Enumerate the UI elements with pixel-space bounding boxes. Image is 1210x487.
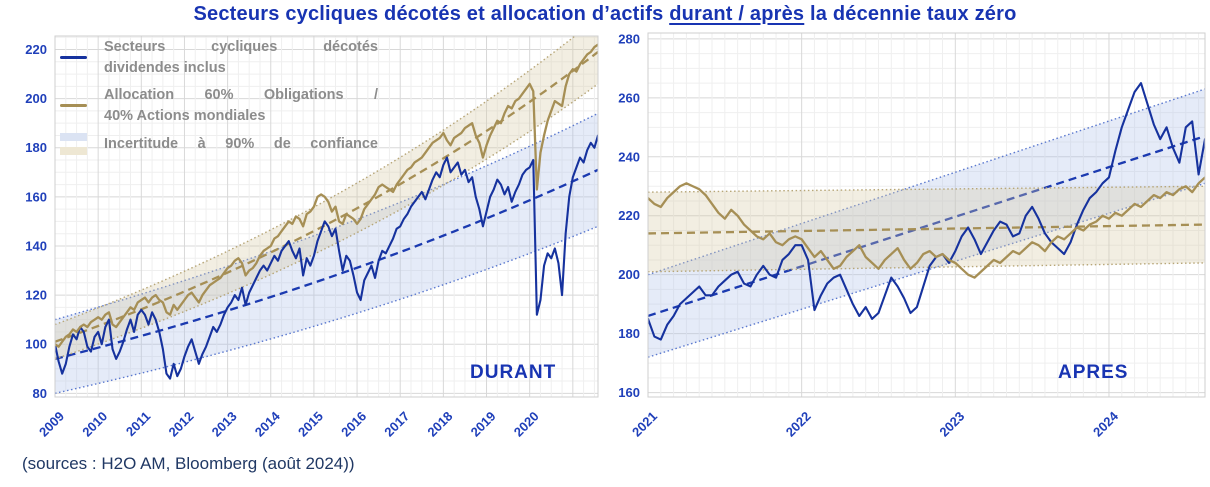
svg-text:220: 220 [618,208,640,223]
title-suffix: la décennie taux zéro [804,3,1017,25]
gold-line-swatch-icon [60,103,104,108]
svg-text:2023: 2023 [936,409,967,440]
svg-text:240: 240 [618,149,640,164]
legend-item-allocation: Allocation 60% Obligations / 40% Actions… [60,85,378,126]
legend-text: Incertitude à 90% de confiance [104,136,378,153]
svg-text:140: 140 [25,238,47,253]
svg-text:260: 260 [618,90,640,105]
band-incertitude-90-allocation [648,185,1205,273]
svg-text:280: 280 [618,31,640,46]
y-axis-ticks: 160 180 200 220 240 260 280 [618,31,640,400]
svg-text:220: 220 [25,42,47,57]
confidence-band-swatch-icon [60,133,104,156]
legend-label-allocation: Allocation 60% Obligations / 40% Actions… [104,85,378,126]
x-axis-ticks: 2009 2010 2011 2012 2013 2014 2015 2016 2017 2018… [36,408,542,440]
series-allocation-60-40 [55,43,598,348]
svg-text:2019: 2019 [468,409,499,440]
blue-line-swatch-icon [60,55,104,60]
svg-text:2014: 2014 [252,408,284,440]
grid [54,36,598,397]
svg-text:160: 160 [25,189,47,204]
legend-label-secteurs: Secteurs cycliques décotés dividendes in… [104,37,378,78]
svg-text:180: 180 [25,140,47,155]
svg-text:2022: 2022 [783,409,814,440]
source-note: (sources : H2O AM, Bloomberg (août 2024)… [22,454,355,473]
panel-apres: 160 180 200 220 240 260 280 2021 2022 2023 2024 [618,31,1206,440]
svg-text:2013: 2013 [209,409,240,440]
series-secteurs-cycliques [648,82,1205,341]
svg-text:100: 100 [25,337,47,352]
legend-item-secteurs: Secteurs cycliques décotés dividendes in… [60,37,378,78]
svg-text:180: 180 [618,326,640,341]
panel-label-durant: DURANT [470,362,557,383]
svg-text:2021: 2021 [629,409,660,440]
legend-text: Allocation 60% Obligations / [104,87,378,104]
y-axis-ticks: 80 100 120 140 160 180 200 220 [25,42,47,401]
svg-text:2017: 2017 [381,409,412,440]
title-underlined: durant / après [669,3,805,25]
svg-text:160: 160 [618,385,640,400]
title-prefix: Secteurs cycliques décotés et allocation… [193,3,670,25]
band-incertitude-90-secteurs [55,112,598,394]
svg-text:2009: 2009 [36,409,67,440]
svg-text:2024: 2024 [1090,408,1122,440]
svg-text:200: 200 [618,267,640,282]
svg-text:2011: 2011 [123,409,154,440]
svg-text:2015: 2015 [295,409,326,440]
svg-text:2020: 2020 [511,409,542,440]
series-secteurs-cycliques [55,134,598,380]
legend-text: Secteurs cycliques décotés [104,39,378,55]
legend-item-incertitude: Incertitude à 90% de confiance [60,133,378,156]
svg-text:2016: 2016 [338,409,369,440]
page-title: Secteurs cycliques décotés et allocation… [0,3,1210,26]
svg-text:120: 120 [25,288,47,303]
series-allocation-60-40 [648,176,1205,279]
x-axis-ticks: 2021 2022 2023 2024 [629,408,1122,440]
band-incertitude-90-allocation [55,36,598,360]
legend-text: dividendes inclus [104,59,226,76]
plot-border [647,32,1206,398]
legend-text: 40% Actions mondiales [104,107,266,124]
legend-label-incertitude: Incertitude à 90% de confiance [104,134,378,155]
svg-text:80: 80 [33,386,47,401]
svg-text:2018: 2018 [424,409,455,440]
svg-text:200: 200 [25,91,47,106]
plot-border [54,35,599,398]
legend: Secteurs cycliques décotés dividendes in… [60,37,378,162]
grid [647,33,1205,397]
svg-text:2012: 2012 [166,409,197,440]
panel-label-apres: APRES [1058,362,1129,383]
svg-text:2010: 2010 [79,409,110,440]
